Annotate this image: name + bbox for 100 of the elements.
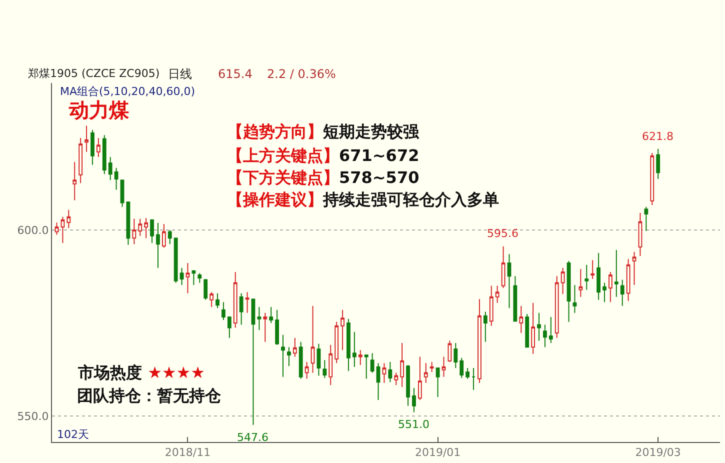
annotation: 【操作建议】持续走强可轻仓介入多单 bbox=[227, 190, 499, 209]
annotation: 市场热度 ★★★★ bbox=[77, 363, 205, 382]
candlestick bbox=[388, 362, 392, 383]
candlestick bbox=[263, 312, 268, 342]
candlestick bbox=[222, 302, 226, 320]
candlestick bbox=[292, 337, 297, 358]
x-tick-label: 2019/01 bbox=[414, 446, 461, 460]
text: 2.2 / 0.36% bbox=[267, 67, 336, 81]
candlestick bbox=[245, 292, 250, 314]
candlestick bbox=[513, 276, 518, 322]
candlestick bbox=[60, 216, 65, 244]
candlestick bbox=[298, 341, 303, 380]
candlestick bbox=[239, 292, 244, 326]
candlestick bbox=[310, 305, 315, 374]
candlestick bbox=[257, 306, 262, 331]
candlestick bbox=[84, 125, 88, 152]
candlestick bbox=[150, 219, 154, 244]
candlestick bbox=[472, 367, 476, 390]
candlestick bbox=[120, 180, 124, 208]
annotation: 551.0 bbox=[398, 418, 430, 431]
candlestick bbox=[489, 285, 494, 326]
candlestick bbox=[614, 250, 618, 298]
candlestick bbox=[281, 334, 285, 378]
annotation: 102天 bbox=[57, 428, 89, 441]
candlestick bbox=[322, 360, 327, 379]
candlestick bbox=[424, 362, 428, 384]
annotation: 547.6 bbox=[237, 431, 268, 444]
y-tick-label: 600.0 bbox=[17, 224, 49, 237]
candlestick bbox=[554, 276, 559, 338]
annotation: 【上方关键点】671~672 bbox=[227, 146, 420, 165]
candlestick bbox=[656, 148, 660, 180]
candlestick bbox=[626, 258, 630, 302]
candlestick bbox=[584, 264, 589, 290]
candlestick bbox=[144, 218, 148, 239]
candlestick bbox=[108, 156, 112, 181]
annotation: 团队持仓：暂无持仓 bbox=[77, 386, 222, 405]
candlestick bbox=[572, 284, 577, 314]
candlestick bbox=[328, 344, 333, 386]
candlestick bbox=[198, 272, 202, 284]
candlestick bbox=[269, 306, 274, 324]
candlestick bbox=[174, 238, 178, 284]
candlestick bbox=[531, 302, 536, 354]
candlestick bbox=[126, 202, 130, 246]
candlestick bbox=[102, 134, 106, 175]
annotation: 动力煤 bbox=[68, 98, 130, 122]
candlestick bbox=[90, 129, 94, 166]
candlestick bbox=[608, 271, 612, 303]
annotation: 621.8 bbox=[642, 130, 674, 143]
candlestick bbox=[72, 161, 77, 201]
annotation: 【趋势方向】短期走势较强 bbox=[227, 122, 420, 141]
candlestick bbox=[138, 218, 142, 236]
candlestick bbox=[507, 254, 512, 309]
candlestick bbox=[210, 292, 214, 308]
candlestick bbox=[275, 309, 280, 346]
candlestick bbox=[638, 212, 642, 256]
annotation: MA组合(5,10,20,40,60,0) bbox=[60, 85, 196, 98]
text: 615.4 bbox=[218, 67, 252, 81]
candlestick bbox=[596, 252, 600, 300]
candlestick bbox=[442, 356, 446, 378]
candlestick bbox=[495, 285, 500, 304]
candlestick bbox=[436, 367, 440, 398]
candlestick bbox=[66, 209, 71, 229]
candlestick bbox=[364, 354, 368, 380]
candlestick bbox=[478, 298, 482, 384]
candlestick bbox=[192, 270, 196, 286]
chart-title: 郑煤1905 (CZCE ZC905) bbox=[28, 67, 160, 80]
candlestick bbox=[650, 152, 654, 206]
candlestick bbox=[519, 305, 524, 334]
candlestick bbox=[370, 352, 374, 374]
candlestick bbox=[412, 388, 416, 413]
candlestick bbox=[346, 318, 350, 372]
candlestick bbox=[454, 342, 458, 368]
candlestick bbox=[376, 362, 380, 400]
candlestick bbox=[430, 362, 434, 373]
candlestick bbox=[406, 364, 410, 406]
candlestick bbox=[233, 271, 238, 328]
candlestick bbox=[204, 278, 208, 300]
candlestick bbox=[162, 224, 166, 248]
candlestick bbox=[501, 246, 506, 288]
candlestick bbox=[560, 267, 565, 294]
candlestick bbox=[180, 267, 184, 286]
candlestick bbox=[358, 350, 362, 366]
candlestick bbox=[114, 167, 118, 190]
candlestick bbox=[78, 138, 83, 184]
candlestick bbox=[460, 357, 464, 379]
candlestick bbox=[590, 260, 595, 280]
candlestick bbox=[227, 316, 232, 338]
candlestick bbox=[251, 298, 256, 426]
candlestick bbox=[448, 340, 452, 363]
candlestick bbox=[156, 222, 160, 268]
candlestick bbox=[216, 292, 220, 309]
annotation: 595.6 bbox=[487, 227, 518, 240]
candlestick bbox=[340, 309, 344, 351]
annotation: 【下方关键点】578~570 bbox=[227, 168, 420, 187]
candlestick bbox=[382, 362, 386, 384]
text: 日线 bbox=[168, 67, 192, 81]
candlestick bbox=[483, 311, 488, 342]
candlestick bbox=[566, 260, 571, 322]
x-tick-label: 2019/03 bbox=[635, 446, 681, 460]
candlestick bbox=[132, 218, 136, 245]
